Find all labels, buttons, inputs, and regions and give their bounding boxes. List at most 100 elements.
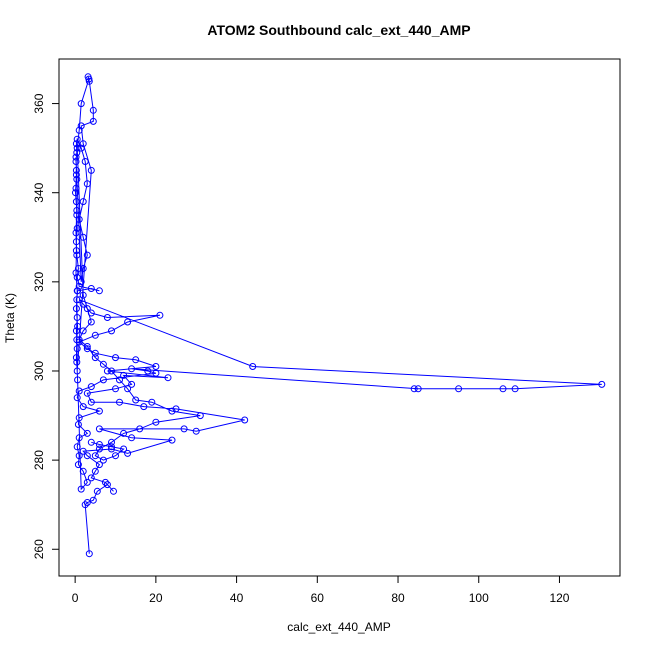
data-point bbox=[83, 251, 91, 259]
data-point bbox=[132, 356, 140, 364]
data-point bbox=[152, 363, 160, 370]
data-point bbox=[108, 443, 115, 451]
data-point bbox=[410, 385, 418, 393]
data-point bbox=[95, 407, 103, 415]
data-point bbox=[598, 380, 606, 388]
data-point bbox=[73, 224, 81, 232]
data-point bbox=[95, 287, 103, 295]
data-point bbox=[87, 383, 95, 391]
x-tick-label: 60 bbox=[311, 591, 325, 605]
data-point bbox=[168, 407, 176, 415]
data-point bbox=[77, 144, 85, 152]
x-tick-label: 80 bbox=[391, 591, 405, 605]
data-point bbox=[108, 327, 115, 335]
data-point bbox=[75, 387, 83, 395]
data-point bbox=[83, 452, 91, 460]
data-point bbox=[168, 436, 176, 444]
x-tick-label: 120 bbox=[549, 591, 569, 605]
data-point bbox=[99, 360, 107, 368]
data-point bbox=[89, 496, 97, 504]
data-point bbox=[144, 367, 152, 375]
y-tick-label: 260 bbox=[32, 539, 46, 559]
data-point bbox=[95, 425, 103, 433]
data-point bbox=[74, 376, 82, 384]
data-point bbox=[74, 461, 82, 469]
data-point bbox=[79, 233, 87, 241]
data-point bbox=[73, 144, 81, 152]
data-point bbox=[72, 189, 79, 197]
data-point bbox=[85, 75, 93, 83]
data-point bbox=[77, 485, 85, 493]
data-point bbox=[91, 331, 99, 339]
data-point bbox=[83, 345, 91, 353]
data-point bbox=[87, 309, 95, 317]
data-point bbox=[91, 452, 99, 460]
data-point bbox=[120, 445, 128, 453]
data-point bbox=[73, 345, 81, 353]
data-point bbox=[75, 414, 83, 422]
data-point bbox=[511, 385, 519, 393]
data-point bbox=[75, 282, 83, 290]
data-point bbox=[75, 336, 83, 344]
x-tick-label: 100 bbox=[469, 591, 489, 605]
plot-frame bbox=[58, 58, 621, 577]
data-point bbox=[110, 487, 117, 495]
data-point bbox=[81, 501, 89, 509]
data-point bbox=[83, 478, 91, 486]
data-point bbox=[116, 376, 123, 384]
data-point bbox=[75, 296, 83, 304]
data-point bbox=[79, 327, 87, 335]
data-point bbox=[72, 198, 80, 206]
data-point bbox=[74, 421, 82, 428]
y-tick-label: 320 bbox=[32, 272, 46, 292]
series-line bbox=[74, 76, 602, 554]
data-point bbox=[99, 456, 107, 464]
y-tick-label: 360 bbox=[32, 93, 46, 113]
data-point bbox=[73, 207, 81, 214]
data-point bbox=[132, 396, 140, 404]
data-point bbox=[108, 445, 115, 453]
data-point bbox=[414, 385, 422, 393]
data-point bbox=[128, 434, 136, 442]
data-point bbox=[81, 158, 89, 165]
chart-title: ATOM2 Southbound calc_ext_440_AMP bbox=[207, 22, 470, 38]
data-point bbox=[95, 461, 103, 469]
data-series bbox=[72, 73, 606, 558]
x-tick-label: 0 bbox=[72, 591, 79, 605]
data-point bbox=[89, 106, 97, 114]
data-point bbox=[72, 269, 80, 277]
data-point bbox=[73, 336, 81, 344]
data-point bbox=[196, 412, 204, 420]
data-point bbox=[249, 363, 257, 370]
data-point bbox=[73, 149, 81, 157]
data-point bbox=[73, 175, 81, 183]
data-point bbox=[73, 273, 81, 281]
data-point bbox=[172, 405, 180, 413]
data-point bbox=[75, 434, 83, 442]
data-point bbox=[79, 291, 87, 299]
x-tick-label: 40 bbox=[230, 591, 244, 605]
data-point bbox=[87, 166, 95, 174]
data-point bbox=[87, 318, 95, 326]
data-point bbox=[73, 135, 81, 143]
data-point bbox=[112, 452, 119, 460]
data-point bbox=[87, 398, 95, 406]
data-point bbox=[120, 371, 128, 379]
y-tick-label: 280 bbox=[32, 450, 46, 470]
data-point bbox=[72, 247, 80, 255]
data-point bbox=[79, 403, 87, 411]
data-point bbox=[75, 452, 83, 460]
data-point bbox=[77, 122, 85, 130]
data-point bbox=[72, 184, 80, 192]
data-point bbox=[79, 447, 87, 455]
data-point bbox=[79, 300, 87, 308]
data-point bbox=[93, 487, 101, 495]
data-point bbox=[75, 126, 83, 134]
y-tick-label: 300 bbox=[32, 361, 46, 381]
data-point bbox=[116, 398, 123, 406]
data-point bbox=[72, 354, 80, 362]
data-point bbox=[73, 287, 81, 295]
data-point bbox=[73, 367, 81, 375]
data-point bbox=[156, 311, 164, 319]
y-axis-label: Theta (K) bbox=[3, 293, 17, 343]
